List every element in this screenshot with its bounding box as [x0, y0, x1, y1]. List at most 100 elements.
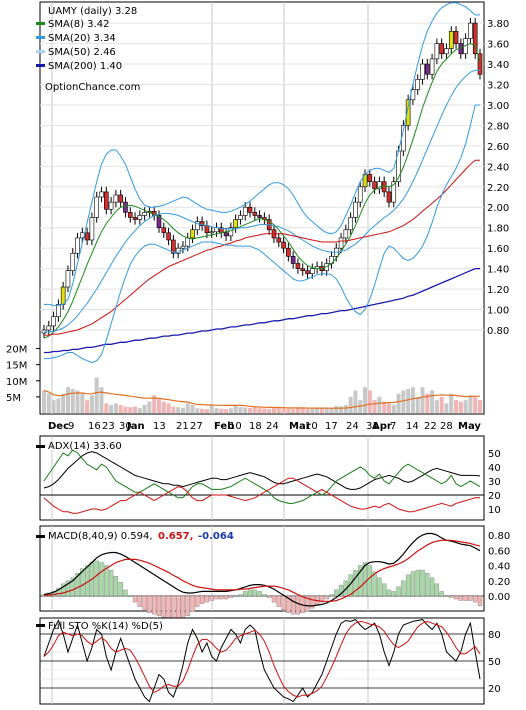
candle-body: [89, 217, 95, 241]
candle-body: [233, 219, 238, 229]
price-tick-label: 2.60: [487, 142, 509, 153]
volume-bar: [190, 404, 195, 413]
macd-histogram-bar: [238, 594, 243, 597]
macd-histogram-bar: [358, 565, 363, 597]
legend-swatch: [36, 64, 45, 67]
macd-histogram-bar: [65, 580, 71, 597]
macd-histogram-bar: [271, 595, 277, 603]
macd-histogram-bar: [247, 589, 253, 597]
macd-histogram-bar: [329, 594, 334, 597]
macd-histogram-bar: [362, 562, 368, 597]
macd-histogram-bar: [290, 595, 296, 615]
volume-bar: [152, 395, 157, 413]
macd-histogram-bar: [382, 583, 387, 597]
macd-histogram-bar: [171, 595, 176, 620]
volume-bar: [80, 393, 85, 413]
adx-tick-label: 20: [488, 491, 501, 502]
price-line-sma-20-: [44, 69, 480, 333]
macd-histogram-bar: [477, 595, 483, 606]
candle-body: [99, 191, 104, 198]
macd-histogram-bar: [104, 565, 109, 597]
macd-histogram-bar: [108, 569, 114, 597]
price-line-sma-8-: [43, 43, 481, 339]
adx-panel-frame: [39, 435, 485, 521]
price-panel-frame: [39, 1, 485, 415]
volume-bar: [367, 390, 372, 413]
macd-histogram-bar: [209, 595, 214, 601]
macd-histogram-bar: [377, 577, 382, 597]
volume-bar: [276, 407, 281, 413]
price-tick-label: 2.40: [487, 162, 509, 173]
macd-histogram-bar: [401, 580, 406, 597]
macd-tick-label: 0.80: [488, 531, 510, 542]
candle-body: [367, 174, 373, 182]
x-axis-label: Mar: [289, 421, 311, 432]
macd-histogram-bar: [405, 574, 411, 597]
volume-bar: [305, 409, 310, 413]
price-tick-label: 3.20: [487, 80, 509, 91]
macd-histogram-bar: [56, 588, 61, 597]
x-axis-label: 24: [346, 421, 359, 432]
volume-bar: [262, 408, 267, 413]
candle-body: [199, 221, 205, 226]
legend-swatch: [36, 22, 45, 25]
volume-bar: [324, 407, 329, 413]
price-title: UAMY (daily) 3.28: [48, 6, 137, 17]
candle-body: [257, 215, 262, 218]
candle-body: [281, 241, 286, 249]
macd-histogram-bar: [75, 572, 80, 597]
candle-body: [295, 263, 301, 269]
candle-body: [228, 227, 234, 237]
macd-histogram-bar: [367, 565, 372, 597]
macd-histogram-bar: [434, 583, 440, 597]
candle-body: [180, 245, 186, 249]
x-axis-label: 16: [88, 421, 101, 432]
macd-histogram-bar: [449, 595, 454, 598]
volume-bar: [46, 393, 51, 413]
volume-bar: [248, 407, 253, 413]
volume-bar: [468, 395, 473, 413]
volume-bar: [65, 387, 70, 413]
volume-bar: [180, 407, 185, 413]
macd-histogram-bar: [80, 568, 85, 597]
volume-bar: [458, 401, 463, 413]
macd-histogram-bar: [334, 589, 339, 597]
candle-body: [429, 58, 435, 75]
candle-body: [381, 181, 387, 193]
candle-body: [127, 212, 133, 218]
volume-bar: [61, 393, 66, 413]
volume-bar: [473, 396, 478, 413]
volume-bar: [391, 404, 396, 413]
x-axis-label: 27: [190, 421, 203, 432]
macd-legend-label: MACD(8,40,9) 0.594,: [48, 531, 153, 542]
macd-line-macd: [43, 532, 481, 607]
candle-body: [453, 30, 459, 44]
x-axis-label: 23: [102, 421, 115, 432]
macd-histogram-bar: [425, 572, 430, 597]
volume-bar: [166, 403, 171, 413]
candle-body: [175, 247, 181, 254]
x-axis-label: 21: [176, 421, 189, 432]
macd-histogram-bar: [453, 595, 459, 600]
legend-label: SMA(200) 1.40: [48, 61, 122, 72]
candle-body: [247, 206, 253, 213]
volume-bar: [406, 388, 411, 413]
candle-body: [209, 231, 214, 234]
volume-bar: [478, 400, 482, 413]
adx-legend-swatch: [36, 445, 45, 448]
macd-histogram-bar: [473, 595, 478, 603]
candle-body: [420, 63, 425, 80]
price-tick-label: 3.60: [487, 40, 509, 51]
x-axis-label: 30: [119, 421, 132, 432]
macd-line-signal: [44, 539, 481, 602]
x-axis-label: Dec: [48, 421, 69, 432]
volume-bar: [42, 390, 46, 413]
candle-body: [132, 217, 138, 220]
candle-body: [75, 237, 80, 254]
x-axis-label: 10: [229, 421, 242, 432]
macd-histogram-bar: [70, 577, 75, 597]
macd-histogram-bar: [199, 595, 205, 604]
macd-histogram-bar: [99, 562, 104, 597]
volume-bar: [396, 393, 401, 413]
candle-body: [290, 256, 296, 264]
